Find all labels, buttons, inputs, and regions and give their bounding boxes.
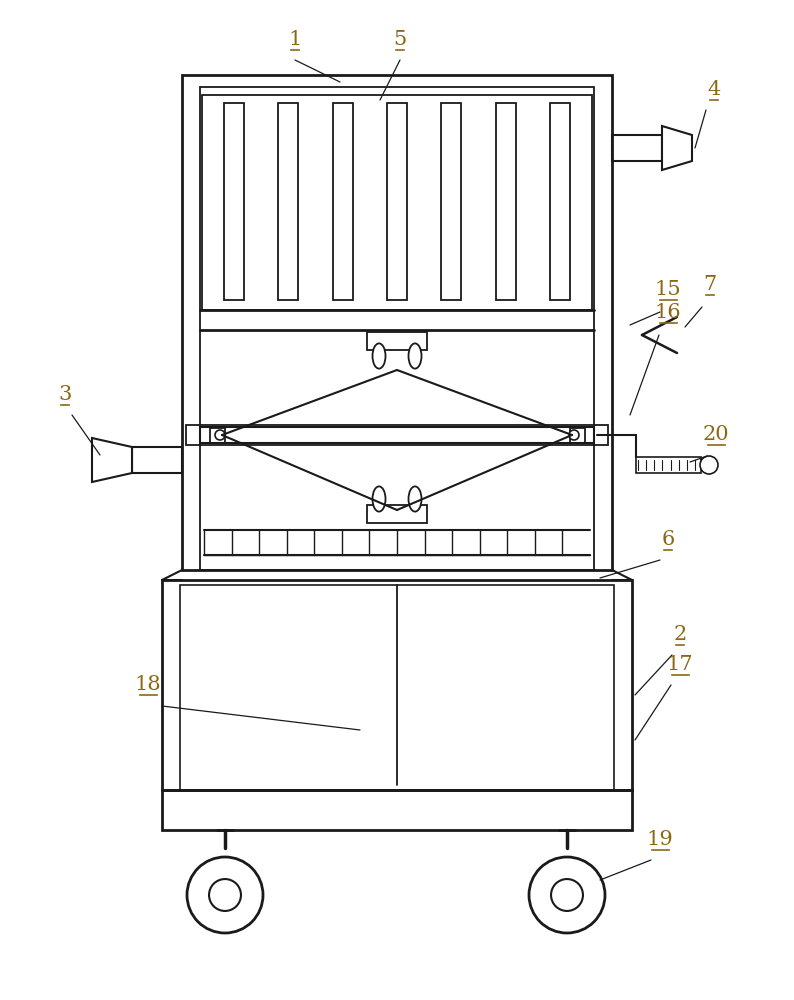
Text: 18: 18 [135, 675, 161, 694]
Circle shape [551, 879, 583, 911]
Bar [224, 103, 244, 300]
Bar [210, 428, 225, 443]
Text: 7: 7 [703, 275, 717, 294]
Ellipse shape [372, 486, 386, 512]
Bar [182, 75, 612, 570]
Circle shape [215, 430, 225, 440]
Text: 4: 4 [707, 80, 721, 99]
Text: 6: 6 [661, 530, 675, 549]
Text: 17: 17 [667, 655, 693, 674]
Bar [162, 580, 632, 790]
Ellipse shape [408, 486, 422, 512]
Bar [186, 425, 608, 445]
Bar [200, 427, 594, 443]
Bar [570, 428, 585, 443]
Ellipse shape [408, 343, 422, 369]
Polygon shape [662, 126, 692, 170]
Bar [132, 447, 182, 473]
Text: 15: 15 [655, 280, 681, 299]
Bar [279, 103, 299, 300]
Bar [612, 135, 662, 161]
Text: 1: 1 [288, 30, 302, 49]
Bar [495, 103, 515, 300]
Text: 5: 5 [393, 30, 407, 49]
Circle shape [187, 857, 263, 933]
Bar [441, 103, 461, 300]
Text: 19: 19 [646, 830, 673, 849]
Text: 3: 3 [58, 385, 71, 404]
Bar [367, 505, 427, 523]
Text: 16: 16 [655, 303, 681, 322]
Bar [367, 332, 427, 350]
Ellipse shape [372, 343, 386, 369]
Bar [180, 585, 614, 790]
Text: 20: 20 [703, 425, 730, 444]
Bar [550, 103, 570, 300]
Bar [333, 103, 353, 300]
Circle shape [569, 430, 579, 440]
Text: 2: 2 [673, 625, 687, 644]
Bar [387, 103, 407, 300]
Circle shape [700, 456, 718, 474]
Bar [200, 87, 594, 570]
Bar [636, 457, 701, 473]
Polygon shape [92, 438, 132, 482]
Circle shape [209, 879, 241, 911]
Bar [162, 790, 632, 830]
Circle shape [529, 857, 605, 933]
Bar [202, 95, 592, 310]
